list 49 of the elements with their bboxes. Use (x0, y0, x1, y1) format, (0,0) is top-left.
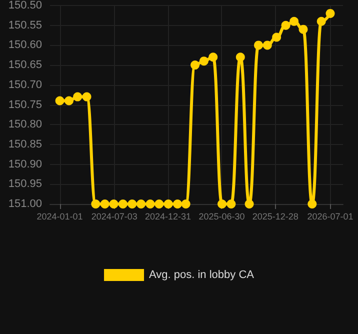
point (190, 60, 200, 70)
point (118, 200, 128, 208)
point (236, 52, 245, 62)
y-tick-label: 150.55 (8, 19, 42, 32)
point (73, 92, 82, 102)
point (136, 200, 146, 208)
point (290, 16, 299, 26)
point (109, 200, 118, 208)
point (173, 200, 182, 208)
y-tick-label: 150.85 (8, 138, 42, 150)
point (281, 20, 290, 30)
point (272, 32, 282, 42)
point (326, 8, 335, 18)
point (181, 200, 190, 208)
x-tick-label: 2024-12-31 (145, 212, 192, 222)
x-tick-label: 2025-06-30 (198, 212, 245, 222)
y-tick-label: 150.65 (8, 59, 42, 72)
point (262, 40, 272, 50)
point (308, 200, 317, 208)
point (218, 200, 227, 208)
point (164, 200, 173, 208)
point (100, 200, 110, 208)
point (55, 96, 64, 106)
x-tick-label: 2024-07-03 (91, 212, 138, 222)
point (226, 200, 236, 208)
y-tick-label: 150.70 (8, 78, 42, 91)
point (199, 56, 208, 66)
point (244, 200, 254, 208)
x-tick-label: 2025-12-28 (252, 212, 298, 222)
y-tick-label: 150.50 (8, 0, 42, 12)
point (254, 40, 263, 50)
point (208, 52, 218, 62)
x-tick-label: 2026-07-01 (307, 212, 354, 222)
point (64, 96, 74, 106)
point (128, 200, 137, 208)
y-tick-label: 150.80 (8, 118, 42, 131)
y-tick-label: 150.60 (8, 39, 42, 52)
point (82, 92, 92, 102)
point (298, 24, 308, 34)
point (316, 16, 326, 26)
point (146, 200, 155, 208)
point (154, 200, 164, 208)
y-tick-label: 150.95 (8, 178, 42, 190)
y-tick-label: 150.75 (8, 98, 42, 111)
legend-label: Avg. pos. in lobby CA (149, 269, 255, 281)
y-tick-label: 150.90 (8, 158, 42, 170)
y-tick-label: 151.00 (8, 198, 42, 210)
point (91, 200, 100, 208)
x-tick-label: 2024-01-01 (36, 212, 83, 222)
